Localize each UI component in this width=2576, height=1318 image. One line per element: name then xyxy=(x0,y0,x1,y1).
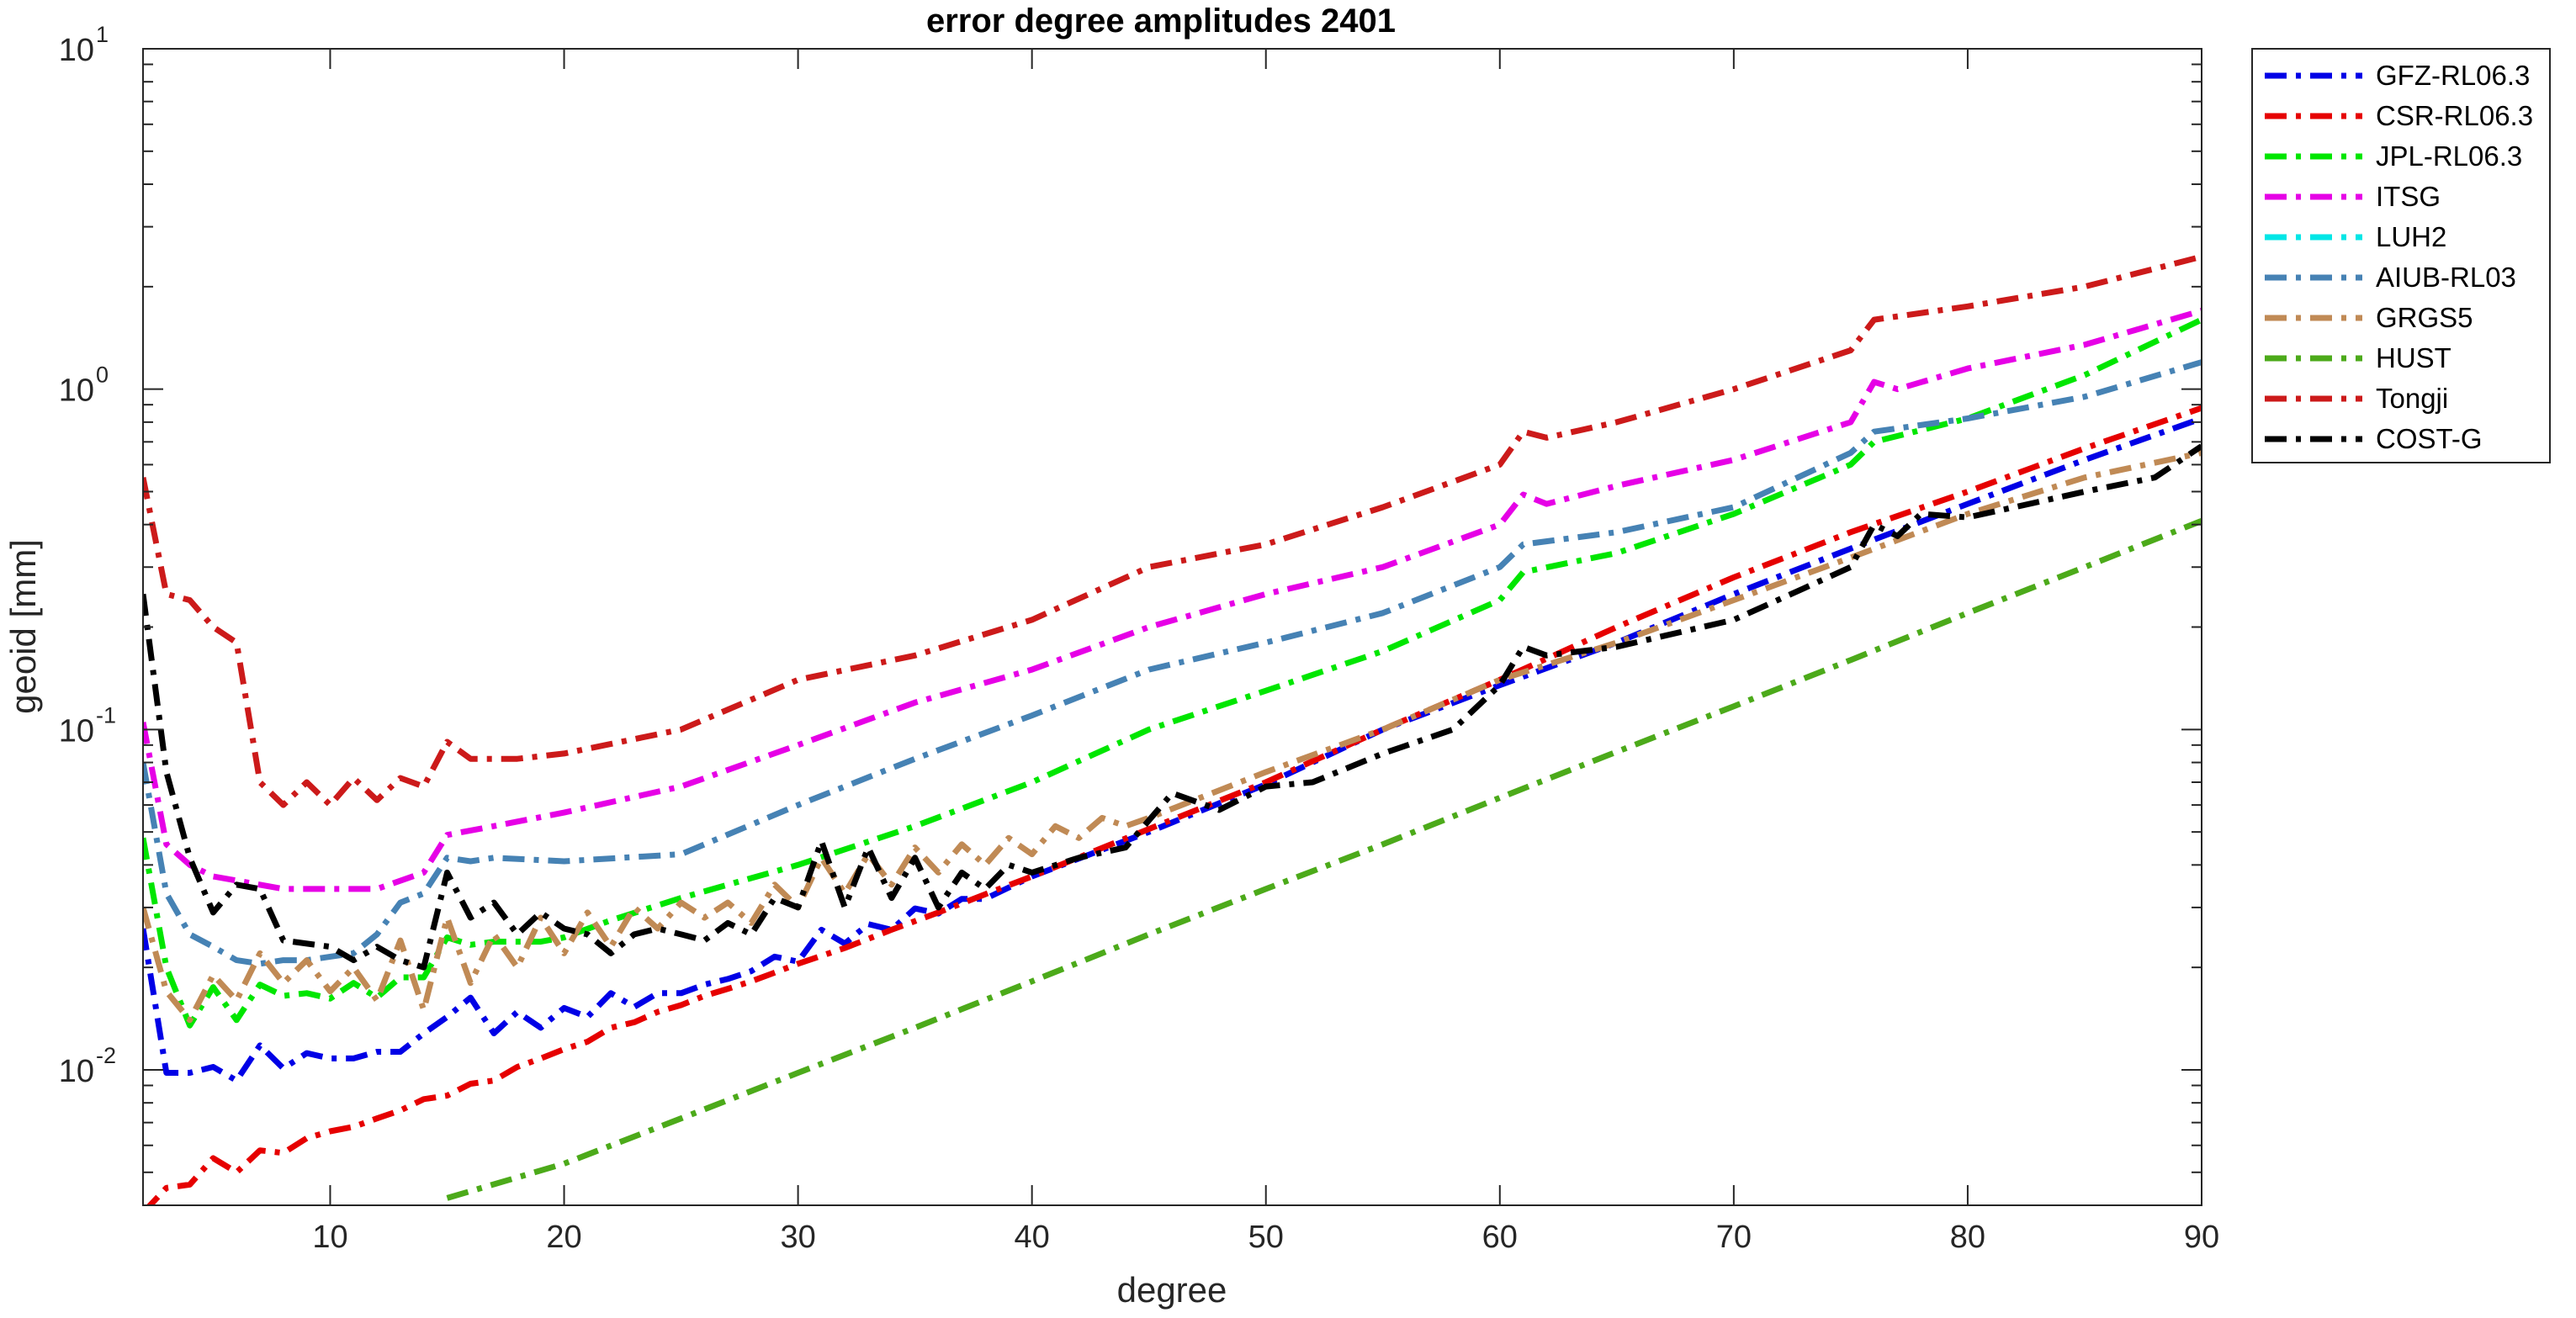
x-tick-label: 80 xyxy=(1950,1220,1985,1255)
legend-entry-csr-rl06-3: CSR-RL06.3 xyxy=(2265,100,2533,131)
legend-label: AIUB-RL03 xyxy=(2376,262,2516,293)
legend-label: HUST xyxy=(2376,342,2451,373)
y-tick-label-base: 10 xyxy=(59,33,94,68)
legend-entry-luh2: LUH2 xyxy=(2265,221,2446,252)
series-line-gfz-rl06-3 xyxy=(143,416,2202,1084)
legend-label: GFZ-RL06.3 xyxy=(2376,60,2530,91)
legend-entry-gfz-rl06-3: GFZ-RL06.3 xyxy=(2265,60,2530,91)
legend-label: ITSG xyxy=(2376,181,2441,212)
x-tick-label: 90 xyxy=(2184,1220,2219,1255)
legend-items: GFZ-RL06.3 CSR-RL06.3 JPL-RL06.3 ITSG LUH2 AI… xyxy=(2265,60,2533,454)
y-tick-label-exponent: -1 xyxy=(96,702,116,728)
legend-box xyxy=(2251,48,2551,463)
legend-entry-cost-g: COST-G xyxy=(2265,423,2483,454)
y-tick-label: 10 0 xyxy=(59,363,109,409)
y-tick-label-base: 10 xyxy=(59,713,94,749)
y-tick-label: 10 1 xyxy=(59,22,109,68)
legend-entry-aiub-rl03: AIUB-RL03 xyxy=(2265,262,2516,293)
legend-label: LUH2 xyxy=(2376,221,2446,252)
legend-entry-itsg: ITSG xyxy=(2265,181,2441,212)
plot-frame xyxy=(142,48,2202,1206)
legend-entry-jpl-rl06-3: JPL-RL06.3 xyxy=(2265,140,2522,172)
legend-label: Tongji xyxy=(2376,383,2448,414)
series-line-grgs5 xyxy=(143,449,2202,1024)
x-axis-label: degree xyxy=(1117,1270,1227,1310)
legend: GFZ-RL06.3 CSR-RL06.3 JPL-RL06.3 ITSG LUH2 AI… xyxy=(2251,48,2551,463)
legend-label: GRGS5 xyxy=(2376,302,2473,333)
y-tick-label-base: 10 xyxy=(59,1054,94,1089)
x-tick-label: 60 xyxy=(1482,1220,1518,1255)
y-tick-label-base: 10 xyxy=(59,373,94,409)
y-tick-label: 10 -1 xyxy=(59,702,116,749)
series-line-aiub-rl03 xyxy=(143,359,2202,967)
series-line-jpl-rl06-3 xyxy=(143,316,2202,1029)
x-tick-label: 10 xyxy=(312,1220,347,1255)
y-tick-label-exponent: 0 xyxy=(96,363,109,388)
legend-label: JPL-RL06.3 xyxy=(2376,140,2522,172)
y-axis-label: geoid [mm] xyxy=(3,539,43,714)
y-tick-label-exponent: -2 xyxy=(96,1043,116,1068)
series-line-tongji xyxy=(143,253,2202,808)
x-tick-label: 20 xyxy=(546,1220,581,1255)
x-tick-label: 70 xyxy=(1716,1220,1752,1255)
plot-area xyxy=(143,49,2202,1205)
y-tick-label: 10 -2 xyxy=(59,1043,116,1089)
legend-entry-grgs5: GRGS5 xyxy=(2265,302,2473,333)
series-layer xyxy=(143,253,2202,1205)
chart-title: error degree amplitudes 2401 xyxy=(926,3,1396,40)
x-tick-label: 50 xyxy=(1248,1220,1284,1255)
legend-entry-hust: HUST xyxy=(2265,342,2451,373)
series-line-itsg xyxy=(143,308,2202,892)
legend-label: CSR-RL06.3 xyxy=(2376,100,2533,131)
x-tick-label: 30 xyxy=(780,1220,815,1255)
legend-entry-tongji: Tongji xyxy=(2265,383,2448,414)
y-tick-label-exponent: 1 xyxy=(96,22,109,47)
series-line-csr-rl06-3 xyxy=(146,405,2202,1205)
legend-label: COST-G xyxy=(2376,423,2483,454)
x-tick-label: 40 xyxy=(1015,1220,1050,1255)
